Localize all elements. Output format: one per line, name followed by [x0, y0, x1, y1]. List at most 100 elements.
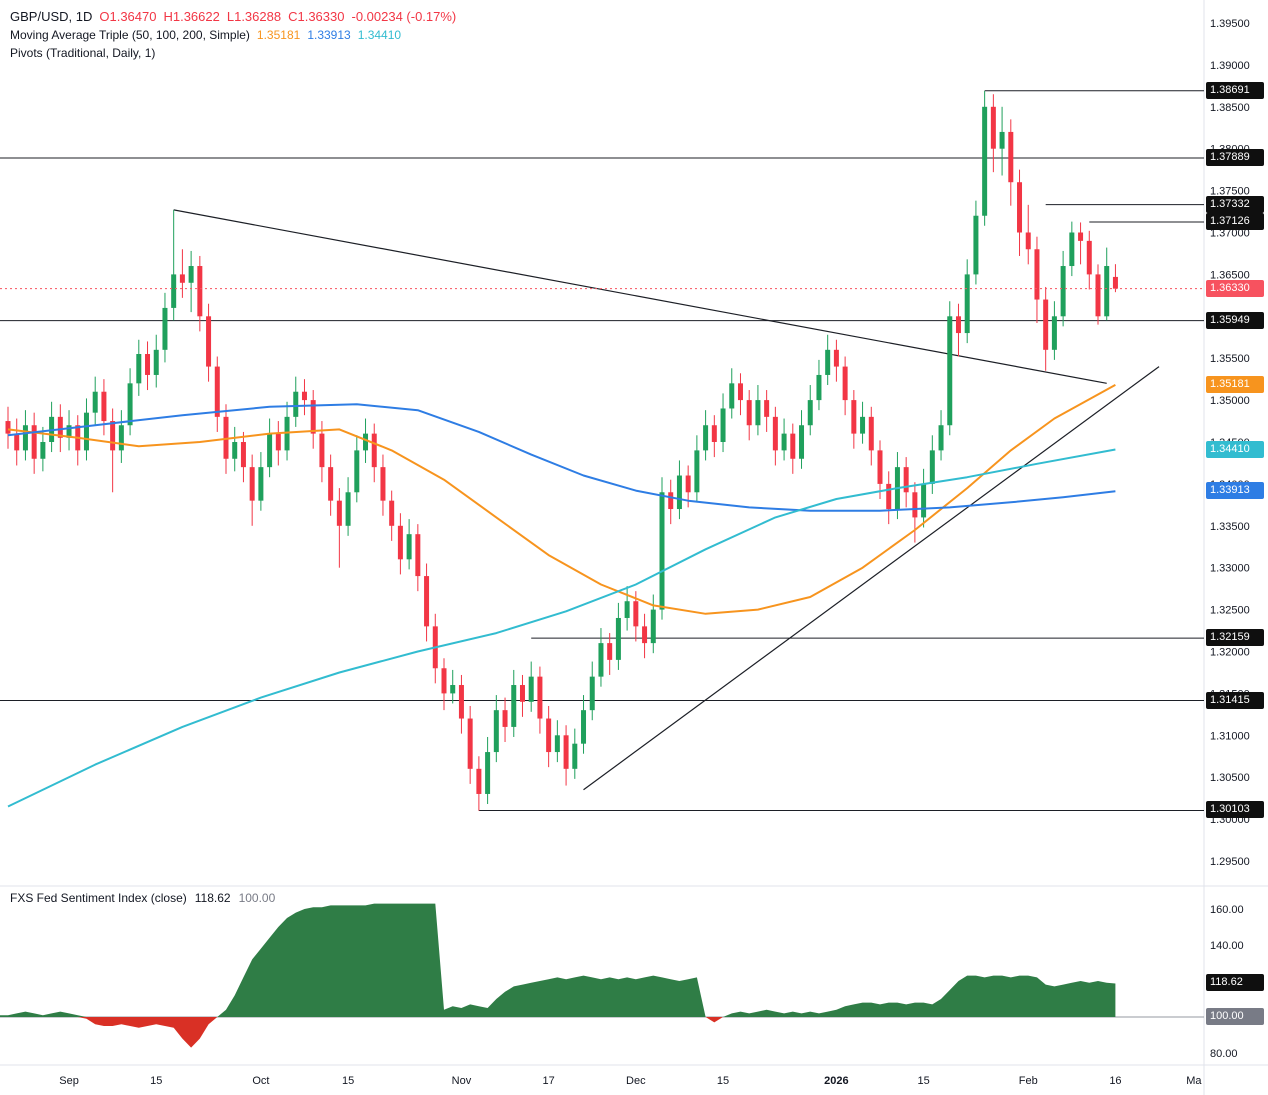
candle-body[interactable] — [964, 274, 970, 334]
candle-body[interactable] — [685, 475, 691, 493]
sentiment-area-negative[interactable] — [0, 1017, 1116, 1048]
candle-body[interactable] — [886, 483, 892, 510]
candle-body[interactable] — [650, 609, 656, 644]
candle-body[interactable] — [938, 425, 944, 451]
candle-body[interactable] — [179, 274, 185, 283]
candle-body[interactable] — [1095, 274, 1101, 317]
candle-body[interactable] — [40, 442, 46, 459]
candle-body[interactable] — [493, 710, 499, 753]
candle-body[interactable] — [929, 450, 935, 484]
candle-body[interactable] — [1025, 232, 1031, 250]
candle-body[interactable] — [397, 525, 403, 560]
candle-body[interactable] — [162, 307, 168, 350]
candle-body[interactable] — [240, 442, 246, 468]
candle-body[interactable] — [676, 475, 682, 510]
candle-body[interactable] — [57, 416, 63, 438]
candle-body[interactable] — [642, 626, 648, 644]
sentiment-indicator-title[interactable]: FXS Fed Sentiment Index (close) — [10, 891, 187, 905]
candle-body[interactable] — [345, 492, 351, 526]
ma-indicator-title[interactable]: Moving Average Triple (50, 100, 200, Sim… — [10, 28, 250, 42]
candle-body[interactable] — [1104, 266, 1110, 317]
candle-body[interactable] — [389, 500, 395, 526]
candle-body[interactable] — [1112, 276, 1118, 289]
candle-body[interactable] — [502, 710, 508, 727]
candle-body[interactable] — [14, 433, 20, 451]
candle-body[interactable] — [1043, 299, 1049, 350]
candle-body[interactable] — [328, 467, 334, 501]
pivots-indicator-title[interactable]: Pivots (Traditional, Daily, 1) — [10, 46, 156, 60]
trendline[interactable] — [583, 366, 1160, 791]
candle-body[interactable] — [371, 433, 377, 468]
candle-body[interactable] — [982, 106, 988, 216]
candle-body[interactable] — [546, 718, 552, 753]
candle-body[interactable] — [127, 383, 133, 426]
candle-body[interactable] — [772, 416, 778, 451]
candle-body[interactable] — [624, 601, 630, 618]
candle-body[interactable] — [31, 425, 37, 459]
candle-body[interactable] — [554, 735, 560, 753]
candle-body[interactable] — [1017, 182, 1023, 233]
candle-body[interactable] — [153, 349, 159, 375]
candle-body[interactable] — [415, 534, 421, 577]
candle-body[interactable] — [528, 676, 534, 702]
candle-body[interactable] — [214, 366, 220, 417]
candle-body[interactable] — [607, 643, 613, 660]
candle-body[interactable] — [755, 400, 761, 426]
candle-body[interactable] — [267, 433, 273, 468]
candle-body[interactable] — [223, 416, 229, 459]
candle-body[interactable] — [833, 349, 839, 367]
candle-body[interactable] — [458, 685, 464, 719]
candle-body[interactable] — [1078, 232, 1084, 241]
candle-body[interactable] — [485, 752, 491, 794]
candle-body[interactable] — [1034, 249, 1040, 300]
candle-body[interactable] — [424, 576, 430, 627]
candle-body[interactable] — [825, 349, 831, 375]
candle-body[interactable] — [519, 685, 525, 702]
candle-body[interactable] — [868, 416, 874, 451]
candle-body[interactable] — [92, 391, 98, 413]
candle-body[interactable] — [912, 492, 918, 518]
candle-body[interactable] — [110, 421, 116, 451]
candle-body[interactable] — [275, 433, 281, 451]
candle-body[interactable] — [1051, 316, 1057, 350]
symbol-title[interactable]: GBP/USD, 1D — [10, 9, 93, 24]
candle-body[interactable] — [563, 735, 569, 769]
candle-body[interactable] — [703, 425, 709, 451]
candle-body[interactable] — [188, 266, 194, 283]
candle-body[interactable] — [668, 492, 674, 510]
candle-body[interactable] — [1008, 131, 1014, 183]
candle-body[interactable] — [598, 643, 604, 677]
candle-body[interactable] — [903, 467, 909, 493]
candle-body[interactable] — [66, 425, 72, 438]
candle-body[interactable] — [711, 425, 717, 442]
candle-body[interactable] — [467, 718, 473, 769]
candle-body[interactable] — [301, 391, 307, 401]
candle-body[interactable] — [764, 400, 770, 417]
candle-body[interactable] — [336, 500, 342, 526]
candle-body[interactable] — [720, 408, 726, 442]
candlestick-series[interactable] — [5, 90, 1118, 811]
candle-body[interactable] — [633, 601, 639, 627]
candle-body[interactable] — [284, 416, 290, 451]
candle-body[interactable] — [877, 450, 883, 484]
candle-body[interactable] — [136, 354, 142, 384]
candle-body[interactable] — [101, 391, 107, 422]
candle-body[interactable] — [310, 400, 316, 434]
candle-body[interactable] — [258, 467, 264, 501]
candle-body[interactable] — [249, 467, 255, 501]
candle-body[interactable] — [406, 534, 412, 560]
candle-body[interactable] — [441, 668, 447, 694]
sma-200-line[interactable] — [7, 448, 1116, 808]
candle-body[interactable] — [1060, 266, 1066, 317]
candle-body[interactable] — [354, 450, 360, 493]
sma-50-line[interactable] — [7, 384, 1116, 615]
candle-body[interactable] — [990, 106, 996, 149]
candle-body[interactable] — [860, 416, 866, 434]
candle-body[interactable] — [999, 131, 1005, 149]
candle-body[interactable] — [581, 710, 587, 744]
candle-body[interactable] — [694, 450, 700, 493]
candle-body[interactable] — [206, 316, 212, 367]
candle-body[interactable] — [921, 483, 927, 518]
candle-body[interactable] — [232, 442, 238, 459]
